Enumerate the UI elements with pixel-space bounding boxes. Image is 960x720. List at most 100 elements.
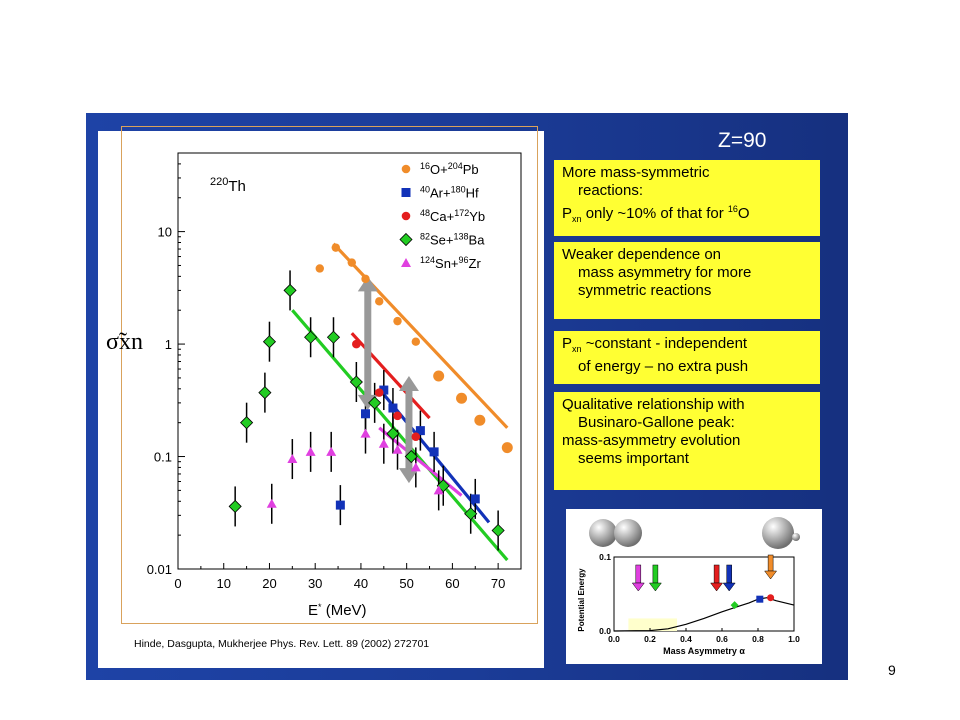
note-line: Businaro-Gallone peak: (578, 414, 735, 431)
data-point-ca (352, 339, 361, 349)
asymmetric-nucleus-large (762, 517, 794, 549)
symmetric-nucleus-right (614, 519, 642, 547)
asymmetric-nucleus-small (792, 533, 800, 541)
data-point-se (304, 330, 318, 344)
compound-label: 220Th (210, 176, 246, 195)
legend-marker-ar (401, 188, 411, 197)
data-point-se (283, 283, 297, 297)
inset-arrow-ca (713, 564, 720, 584)
inset-arrow-head-o (764, 570, 778, 580)
inset-arrow-head-ca (710, 582, 724, 592)
data-point-sn (287, 454, 298, 464)
x-tick-label: 70 (491, 576, 505, 591)
x-tick-label: 0 (174, 576, 181, 591)
z-label: Z=90 (718, 129, 767, 152)
data-point-o (433, 370, 445, 382)
data-point-ar (429, 447, 439, 457)
inset-y-axis-label: Potential Energy (577, 568, 586, 632)
inset-y-tick-label: 0.1 (599, 552, 611, 562)
data-point-o (361, 274, 370, 284)
y-tick-label: 0.01 (147, 562, 172, 577)
y-axis-label: σ̃xn (106, 329, 143, 355)
note-line: Pxn only ~10% of that for 16O (562, 204, 750, 224)
legend-label-ca: 48Ca+172Yb (420, 208, 485, 224)
note-line: mass-asymmetry evolution (562, 432, 741, 449)
arrow-head-up (357, 276, 378, 292)
x-tick-label: 60 (445, 576, 459, 591)
data-point-se (258, 386, 272, 400)
inset-arrow-head-sn (631, 582, 645, 592)
data-point-o (456, 392, 468, 404)
data-point-se (368, 396, 382, 410)
note-more-mass-symmetric: More mass-symmetric reactions: Pxn only ~1… (554, 160, 820, 236)
legend-label-se: 82Se+138Ba (420, 232, 485, 248)
data-point-o (375, 297, 384, 306)
symmetric-nucleus-left (589, 519, 617, 547)
data-point-ca (374, 388, 384, 397)
inset-x-tick-label: 0.6 (716, 634, 728, 644)
data-point-sn (266, 498, 277, 508)
arrow-head-up (398, 376, 419, 392)
inset-arrow-ar (726, 564, 732, 584)
data-point-se (349, 375, 363, 389)
legend-marker-ca (401, 211, 411, 221)
data-point-ar (470, 494, 480, 504)
inset-x-axis-label: Mass Asymmetry α (663, 646, 745, 656)
x-tick-label: 20 (262, 576, 276, 591)
data-point-se (491, 523, 505, 538)
x-tick-label: 50 (399, 576, 413, 591)
inset-arrow-o (767, 554, 774, 572)
inset-x-tick-label: 0.0 (608, 634, 620, 644)
page-number: 9 (888, 662, 896, 678)
legend-label-o: 16O+204Pb (420, 161, 479, 177)
data-point-se (240, 416, 254, 430)
data-point-se (326, 330, 341, 344)
data-point-sn (378, 438, 389, 448)
arrow-head-down (398, 468, 419, 484)
data-point-o (315, 264, 324, 273)
y-tick-label: 0.1 (154, 450, 172, 465)
inset-highlight (628, 618, 677, 631)
inset-arrow-sn (635, 564, 642, 584)
data-point-ar (335, 500, 345, 510)
inset-arrow-head-se (648, 582, 662, 592)
data-point-ca (393, 411, 402, 421)
note-weaker-dependence: Weaker dependence on mass asymmetry for m… (554, 242, 820, 319)
y-tick-label: 10 (158, 225, 172, 240)
note-line: Pxn ~constant - independent (562, 335, 748, 354)
data-point-se (464, 507, 478, 521)
data-point-sn (305, 446, 316, 456)
inset-frame (613, 556, 795, 632)
note-line: reactions: (578, 182, 644, 199)
legend-marker-se (399, 232, 413, 247)
inset-marker-ca (767, 594, 775, 602)
data-point-ar (388, 403, 398, 413)
legend-marker-sn (401, 258, 411, 267)
inset-arrow-se (652, 564, 659, 584)
x-tick-label: 10 (216, 576, 230, 591)
data-point-ar (415, 426, 425, 436)
note-line: symmetric reactions (578, 282, 712, 299)
data-point-o (393, 316, 402, 326)
legend-label-ar: 40Ar+180Hf (420, 185, 479, 201)
inset-x-tick-label: 1.0 (788, 634, 800, 644)
x-tick-label: 30 (308, 576, 322, 591)
legend-marker-o (401, 164, 411, 174)
citation: Hinde, Dasgupta, Mukherjee Phys. Rev. Le… (134, 638, 429, 650)
data-point-ar (379, 385, 389, 395)
y-tick-label: 1 (165, 337, 172, 352)
inset-arrow-head-ar (722, 582, 736, 592)
data-point-se (386, 427, 400, 441)
note-pxn-constant: Pxn ~constant - independent of energy – n… (554, 331, 820, 384)
inset-x-tick-label: 0.8 (752, 634, 764, 644)
note-line: mass asymmetry for more (578, 264, 752, 281)
data-point-se (404, 449, 418, 464)
cross-section-chart: 0 10 20 30 40 50 60 70 0.01 0.1 1 10 E* (MeV) σ̃xn 220… (106, 152, 522, 650)
inset-panel: 0.0 0.2 0.4 0.6 0.8 1.0 0.0 0.1 Mass Asymmetry α… (566, 509, 822, 664)
x-tick-label: 40 (354, 576, 368, 591)
inset-marker-se (730, 601, 739, 610)
note-line: seems important (578, 450, 689, 467)
data-point-ar (361, 409, 371, 419)
x-axis-label: E* (MeV) (308, 602, 367, 619)
note-qualitative-relationship: Qualitative relationship with Businaro-Ga… (554, 392, 820, 490)
